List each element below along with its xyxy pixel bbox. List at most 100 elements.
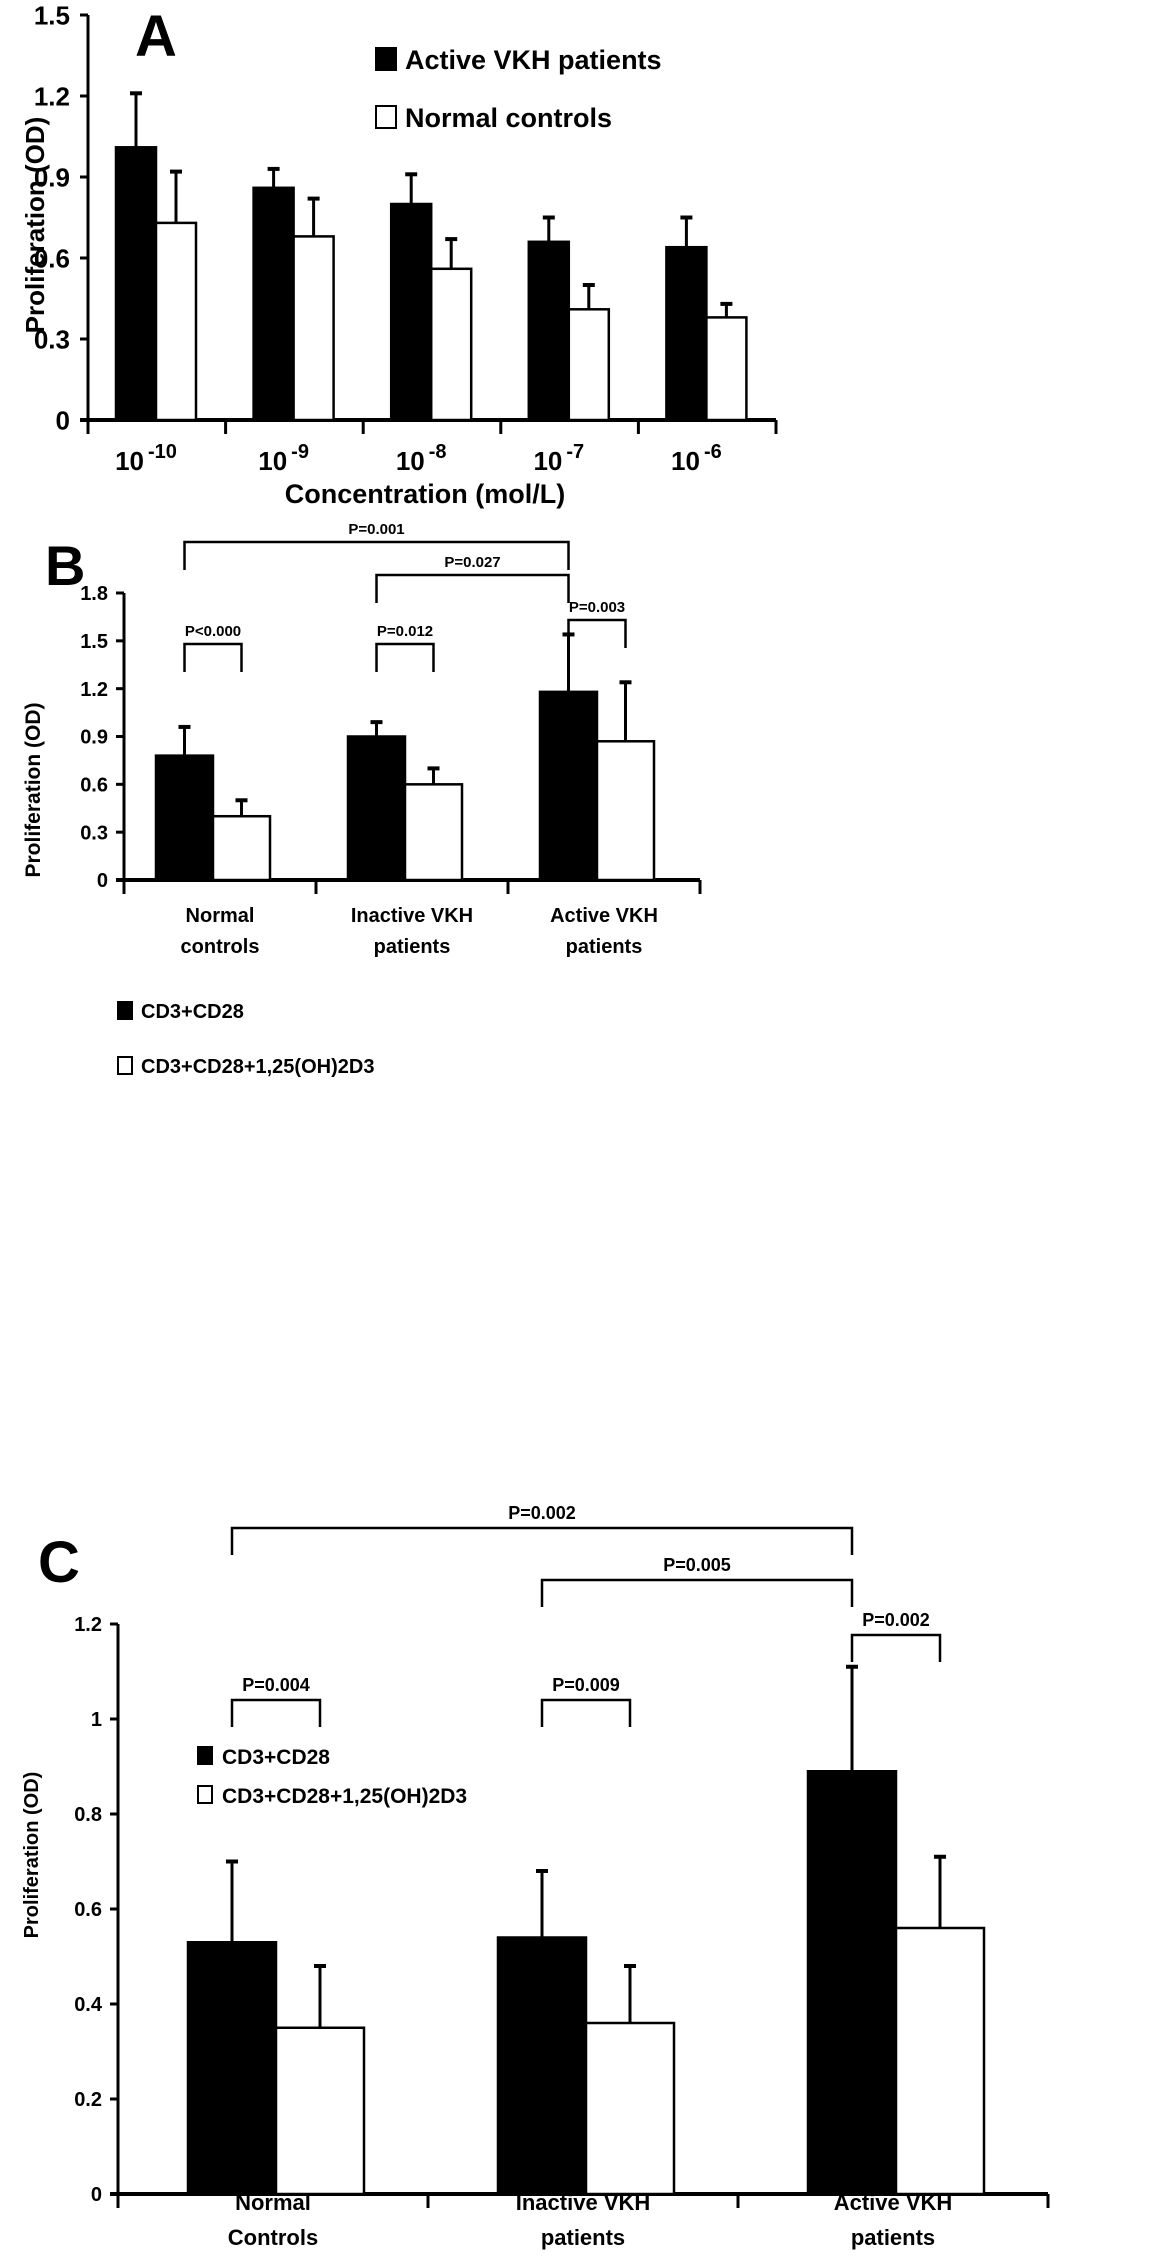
bar-series-2	[274, 2026, 366, 2196]
significance-bracket	[230, 1698, 322, 1727]
panel-b-y-axis-label: Proliferation (OD)	[22, 702, 45, 877]
x-category-label: Inactive VKH	[351, 905, 473, 927]
bar-series-1	[346, 735, 407, 882]
significance-bracket	[375, 573, 570, 603]
p-value-label: P=0.005	[663, 1555, 731, 1575]
x-category-label: 10 -10	[115, 441, 177, 476]
y-tick-label: 1.5	[80, 631, 108, 653]
x-category-label: Controls	[228, 2225, 318, 2250]
x-category-label: patients	[566, 936, 643, 958]
y-tick-label: 0.9	[80, 727, 108, 749]
legend-swatch-cd3-cd28	[117, 1001, 133, 1020]
bar-series-2	[705, 316, 748, 422]
y-tick-label: 0	[97, 870, 108, 892]
x-category-base: 10	[258, 446, 287, 476]
bar-series-2	[292, 235, 335, 422]
x-category-label: patients	[851, 2225, 935, 2250]
y-tick-label: 0.3	[34, 324, 70, 354]
x-category-label: Active VKH	[550, 905, 658, 927]
bar-series-2	[403, 783, 464, 882]
y-tick-label: 0	[91, 2184, 102, 2206]
legend-label-cd3-cd28: CD3+CD28	[222, 1746, 330, 1769]
legend-label-cd3-cd28-vitd3: CD3+CD28+1,25(OH)2D3	[222, 1785, 467, 1808]
bar-series-2	[429, 267, 473, 422]
x-category-exponent: -10	[148, 441, 177, 463]
panel-a-y-axis-label: Proliferation (OD)	[20, 117, 50, 334]
x-category-label: 10 -9	[258, 441, 309, 476]
y-tick-label: 1	[91, 1709, 102, 1731]
x-category-exponent: -9	[291, 441, 309, 463]
p-value-label: P=0.004	[242, 1675, 310, 1695]
x-category-label: patients	[374, 936, 451, 958]
legend-label-normal-controls: Normal controls	[405, 103, 612, 133]
significance-bracket	[183, 642, 243, 672]
p-value-label: P=0.003	[569, 599, 625, 616]
bar-series-1	[496, 1936, 588, 2196]
bar-series-2	[211, 814, 272, 882]
panel-a-chart: A Proliferation (OD) Concentration (mol/…	[20, 0, 778, 509]
p-value-label: P=0.001	[348, 521, 404, 538]
panel-a-letter: A	[135, 4, 177, 69]
significance-bracket	[183, 540, 570, 570]
y-tick-label: 0.3	[80, 822, 108, 844]
bar-series-1	[114, 146, 158, 422]
y-tick-label: 0	[56, 405, 70, 435]
y-tick-label: 1.5	[34, 0, 70, 30]
x-category-exponent: -7	[566, 441, 584, 463]
p-value-label: P=0.002	[862, 1610, 930, 1630]
panel-b-legend: CD3+CD28 CD3+CD28+1,25(OH)2D3	[117, 1001, 374, 1078]
y-tick-label: 1.2	[80, 679, 108, 701]
y-tick-label: 0.6	[74, 1899, 102, 1921]
legend-swatch-active-vkh	[375, 47, 397, 71]
legend-label-cd3-cd28: CD3+CD28	[141, 1001, 244, 1023]
x-category-label: Normal	[186, 905, 255, 927]
x-category-label: 10 -7	[533, 441, 584, 476]
x-category-label: Active VKH	[834, 2190, 953, 2215]
x-category-base: 10	[533, 446, 562, 476]
bar-series-1	[389, 202, 433, 422]
panel-a-x-axis-label: Concentration (mol/L)	[285, 479, 565, 509]
panel-b-letter: B	[45, 534, 85, 597]
panel-c-y-axis-label: Proliferation (OD)	[21, 1772, 43, 1939]
legend-label-active-vkh: Active VKH patients	[405, 45, 662, 75]
legend-swatch-cd3-cd28-vitd3	[197, 1785, 213, 1804]
x-category-label: controls	[181, 936, 260, 958]
y-tick-label: 1.8	[80, 583, 108, 605]
x-category-label: Normal	[235, 2190, 311, 2215]
bar-series-1	[252, 186, 295, 422]
p-value-label: P=0.002	[508, 1503, 576, 1523]
bar-series-1	[527, 240, 571, 422]
y-tick-label: 1.2	[74, 1614, 102, 1636]
x-category-exponent: -8	[429, 441, 447, 463]
x-category-label: Inactive VKH	[516, 2190, 651, 2215]
panel-c-letter: C	[38, 1530, 80, 1595]
bar-series-2	[894, 1926, 986, 2196]
significance-bracket	[230, 1526, 854, 1555]
p-value-label: P=0.012	[377, 623, 433, 640]
x-category-label: patients	[541, 2225, 625, 2250]
bar-series-2	[567, 308, 611, 422]
bar-series-1	[538, 690, 599, 882]
panel-c-legend: CD3+CD28 CD3+CD28+1,25(OH)2D3	[197, 1746, 467, 1808]
y-tick-label: 0.9	[34, 162, 70, 192]
y-tick-label: 1.2	[34, 81, 70, 111]
legend-swatch-cd3-cd28	[197, 1746, 213, 1765]
x-category-base: 10	[115, 446, 144, 476]
x-category-label: 10 -6	[671, 441, 722, 476]
bar-series-2	[154, 221, 198, 422]
significance-bracket	[540, 1698, 632, 1727]
legend-swatch-cd3-cd28-vitd3	[117, 1056, 133, 1075]
bar-series-2	[595, 740, 656, 882]
x-category-base: 10	[671, 446, 700, 476]
x-category-base: 10	[396, 446, 425, 476]
p-value-label: P<0.000	[185, 623, 241, 640]
y-tick-label: 0.2	[74, 2089, 102, 2111]
legend-label-cd3-cd28-vitd3: CD3+CD28+1,25(OH)2D3	[141, 1056, 374, 1078]
p-value-label: P=0.027	[444, 554, 500, 571]
y-tick-label: 0.6	[80, 775, 108, 797]
legend-swatch-normal-controls	[375, 105, 397, 129]
y-tick-label: 0.6	[34, 243, 70, 273]
panel-c-chart: C Proliferation (OD) CD3+CD28 CD3+CD28+1…	[21, 1503, 1050, 2250]
bar-series-2	[584, 2021, 676, 2196]
